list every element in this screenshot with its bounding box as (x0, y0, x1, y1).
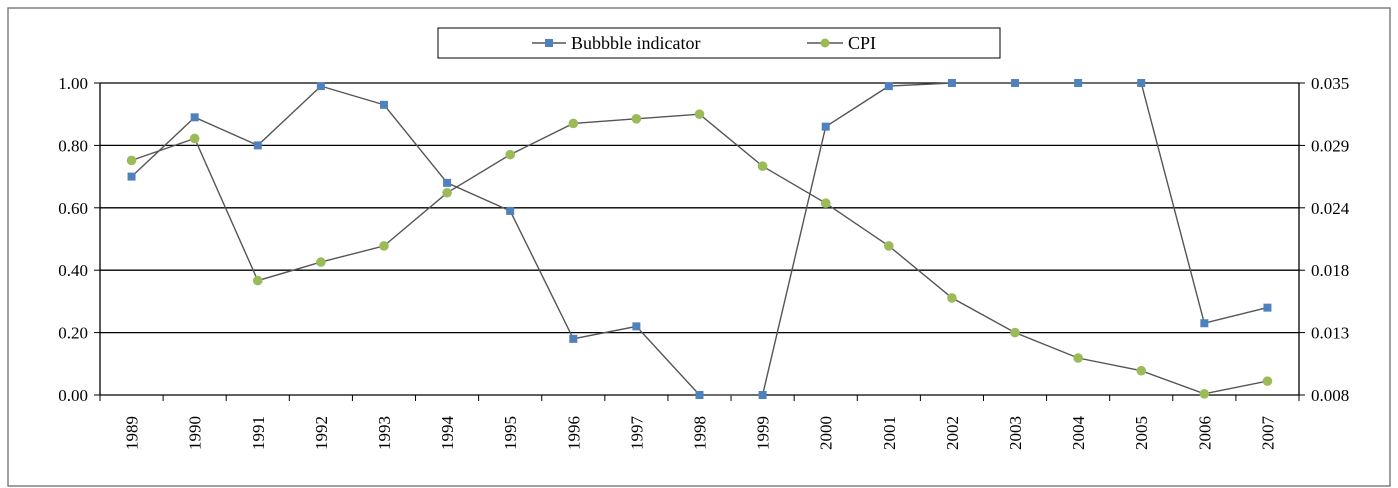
left-tick-label: 0.20 (58, 324, 88, 343)
data-point (1136, 365, 1147, 376)
x-tick-label: 2000 (817, 416, 836, 450)
x-tick-label: 2001 (880, 416, 899, 450)
right-axis-ticks: 0.008 0.013 0.018 0.024 0.029 0.035 (1299, 74, 1350, 405)
data-point (758, 391, 767, 399)
legend: Bubbble indicator CPI (437, 27, 1001, 59)
data-point (694, 109, 705, 119)
x-tick-label: 2002 (943, 416, 962, 450)
data-point (1137, 79, 1146, 87)
x-tick-label: 1995 (501, 416, 520, 450)
x-tick-label: 1993 (375, 416, 394, 450)
data-point (884, 82, 893, 91)
x-tick-label: 1992 (312, 416, 331, 450)
series-bubble-indicator (127, 79, 1272, 399)
data-point (127, 172, 136, 181)
x-axis-ticks: 1989 1990 1991 1992 1993 1994 1995 1996 1997 1998… (99, 395, 1300, 451)
x-tick-label: 2007 (1258, 416, 1277, 451)
x-tick-label: 1998 (691, 416, 710, 450)
left-tick-label: 0.80 (58, 136, 88, 155)
data-point (190, 113, 199, 122)
data-point (1011, 79, 1020, 87)
x-tick-label: 1996 (564, 416, 583, 450)
data-point (443, 178, 452, 187)
x-tick-label: 1989 (123, 416, 142, 450)
data-point (884, 241, 894, 251)
right-tick-label: 0.029 (1311, 136, 1349, 155)
right-tick-label: 0.008 (1311, 386, 1349, 405)
x-tick-label: 2004 (1069, 416, 1088, 451)
gridlines (100, 82, 1299, 334)
data-point (1074, 79, 1083, 87)
x-tick-label: 2005 (1132, 416, 1151, 450)
legend-label-bubble: Bubbble indicator (571, 33, 700, 53)
data-point (1263, 303, 1272, 312)
x-tick-label: 1991 (249, 416, 268, 450)
data-point (947, 79, 956, 87)
x-tick-label: 1997 (627, 416, 646, 451)
data-point (189, 133, 200, 144)
left-axis-ticks: 0.00 0.20 0.40 0.60 0.80 1.00 (58, 74, 100, 405)
data-point (442, 187, 452, 198)
right-tick-label: 0.024 (1311, 199, 1350, 218)
data-point (505, 149, 515, 160)
data-point (253, 141, 262, 150)
data-point (820, 198, 831, 208)
data-point (947, 293, 957, 303)
series-cpi (126, 109, 1273, 399)
data-point (757, 161, 768, 171)
data-point (1073, 353, 1083, 363)
left-tick-label: 0.40 (58, 261, 88, 280)
legend-bubble-marker (545, 39, 553, 47)
right-tick-label: 0.035 (1311, 74, 1349, 93)
data-point (631, 114, 642, 124)
x-tick-label: 1990 (186, 416, 205, 450)
data-point (379, 100, 388, 109)
data-point (126, 155, 137, 166)
x-tick-label: 1994 (438, 416, 457, 451)
x-tick-label: 1999 (754, 416, 773, 450)
data-point (695, 391, 704, 399)
left-tick-label: 1.00 (58, 74, 88, 93)
data-point (632, 322, 641, 331)
data-point (821, 122, 830, 131)
data-point (506, 206, 515, 215)
x-tick-label: 2006 (1195, 416, 1214, 450)
data-point (1200, 319, 1209, 328)
data-point (1010, 327, 1020, 338)
legend-box (437, 27, 1001, 59)
data-point (1199, 389, 1210, 399)
chart-frame (7, 7, 1391, 487)
right-tick-label: 0.013 (1311, 324, 1349, 343)
data-point (316, 257, 326, 267)
x-tick-label: 2003 (1006, 416, 1025, 450)
data-point (569, 334, 578, 343)
data-point (316, 82, 325, 91)
legend-label-cpi: CPI (848, 33, 876, 53)
left-tick-label: 0.60 (58, 199, 88, 218)
data-point (379, 241, 389, 251)
legend-cpi-marker (820, 38, 830, 48)
data-point (252, 275, 263, 286)
left-tick-label: 0.00 (58, 386, 88, 405)
right-tick-label: 0.018 (1311, 261, 1349, 280)
data-point (1262, 376, 1273, 386)
data-point (568, 118, 579, 129)
